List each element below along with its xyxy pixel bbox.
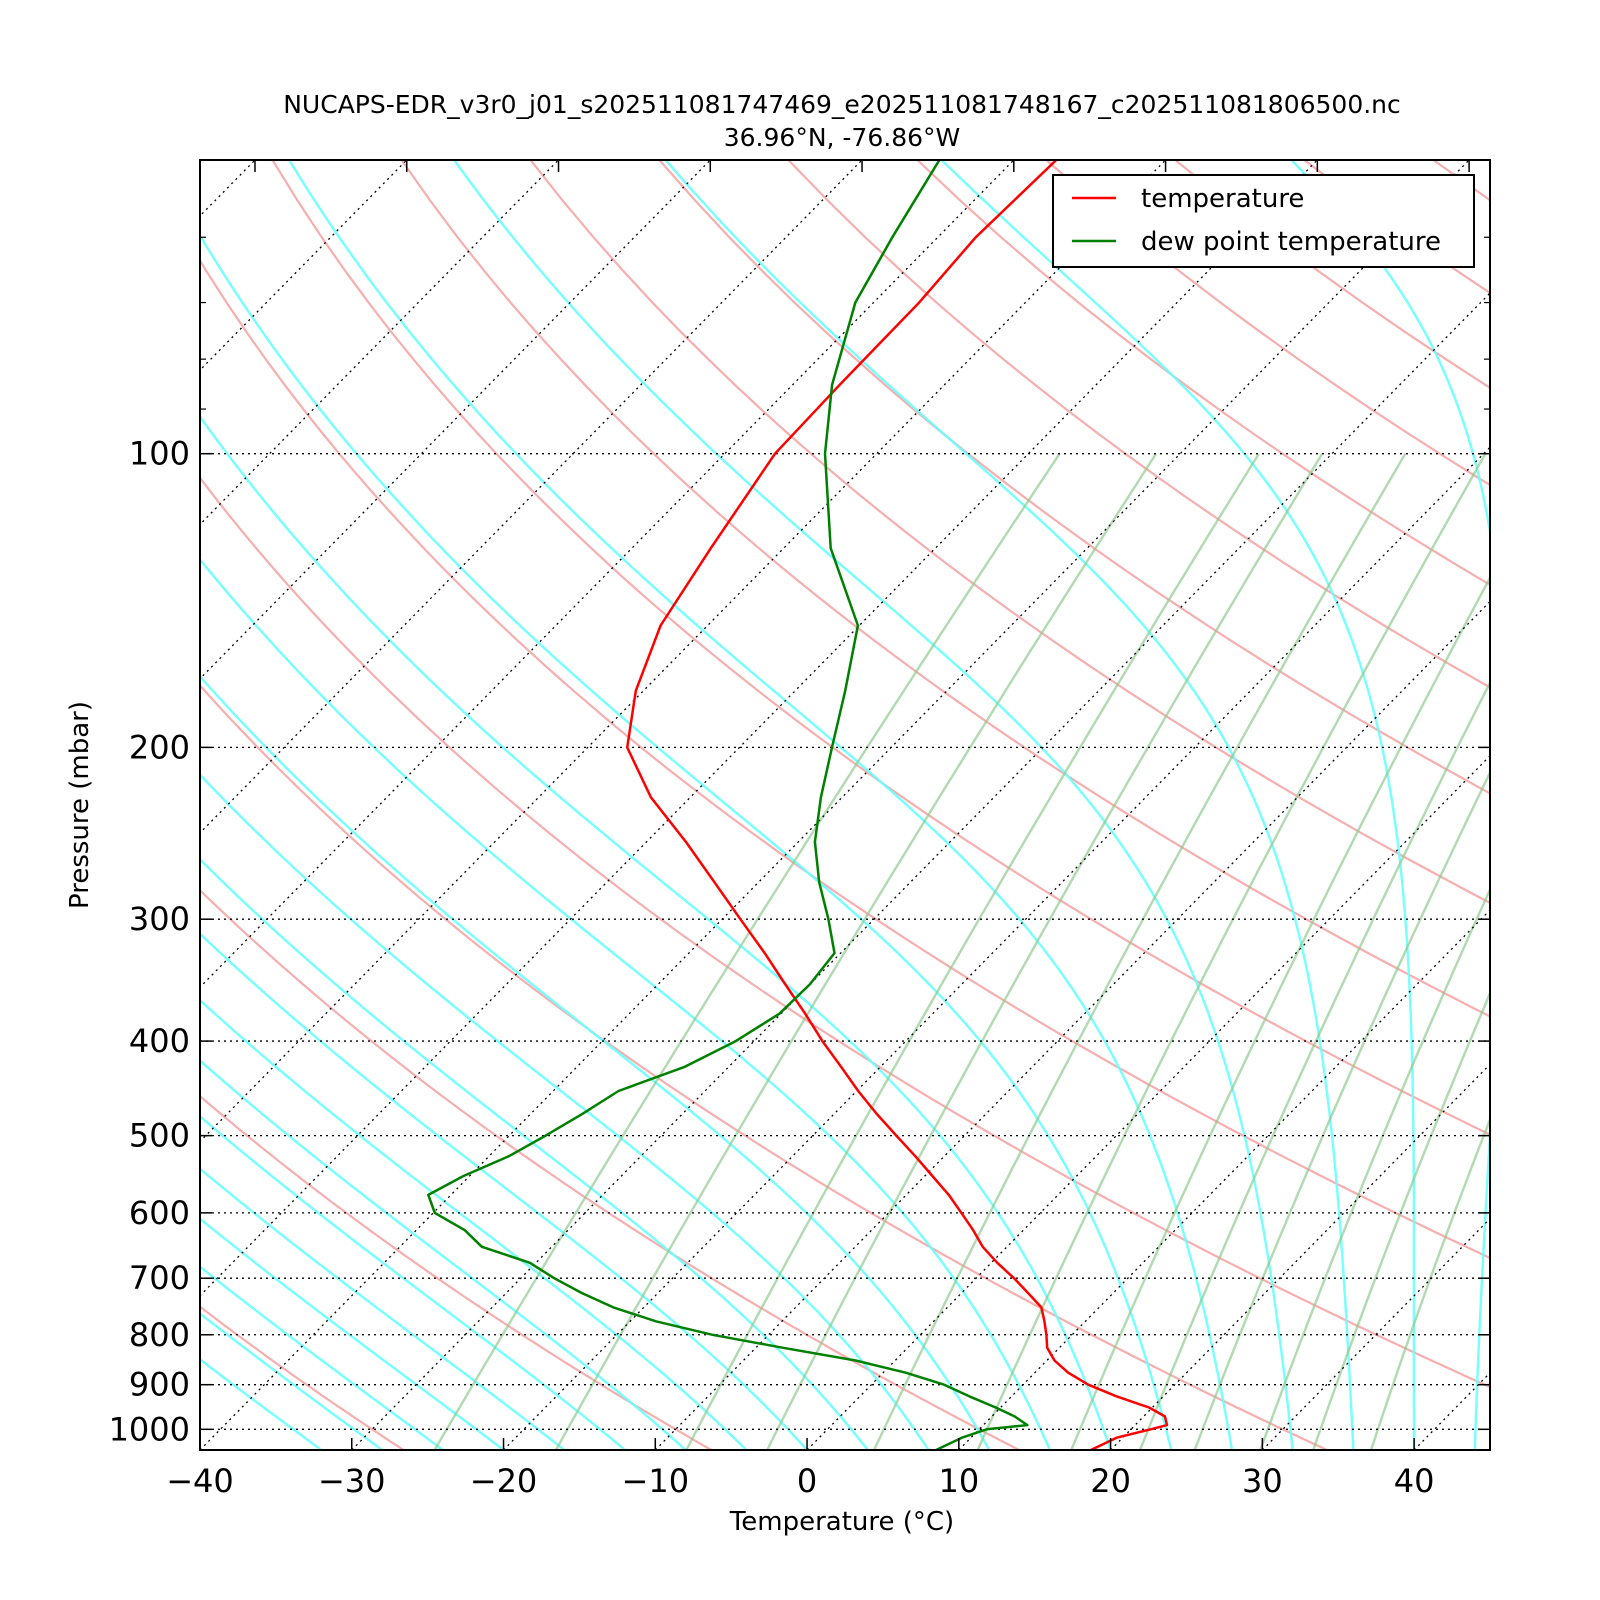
mixing-ratio-line	[554, 453, 1158, 1450]
isotherm-line	[200, 160, 256, 217]
isotherm-line	[958, 909, 1490, 1450]
isotherm-line	[503, 446, 1490, 1450]
moist-adiabat	[940, 160, 1416, 1450]
isotherm-line	[1110, 1063, 1490, 1450]
moist-adiabat	[200, 1058, 687, 1450]
legend-box	[1052, 174, 1475, 268]
isotherm-line	[1261, 1217, 1490, 1450]
x-tick-label: −10	[622, 1462, 690, 1500]
dry-adiabat	[200, 888, 1020, 1450]
x-tick-label: −30	[318, 1462, 386, 1500]
isotherm-line	[200, 160, 1470, 1450]
legend-label-dewpoint: dew point temperature	[1141, 227, 1441, 257]
dry-adiabat	[200, 683, 1328, 1450]
y-tick-label: 100	[129, 435, 190, 473]
dry-adiabat	[916, 160, 1490, 587]
moist-adiabat	[200, 1167, 565, 1450]
y-tick-label: 200	[129, 728, 190, 766]
moist-adiabat	[200, 674, 991, 1450]
isotherm-line	[806, 754, 1490, 1450]
moist-adiabat	[1536, 160, 1600, 1450]
legend: temperature dew point temperature	[1052, 174, 1475, 268]
moist-adiabat	[200, 1311, 383, 1450]
x-tick-label: 20	[1090, 1462, 1131, 1500]
y-axis-label: Pressure (mbar)	[65, 701, 95, 909]
mixing-ratio-line	[873, 453, 1407, 1450]
dry-adiabat	[787, 160, 1490, 689]
moist-adiabat	[200, 1265, 444, 1450]
dry-adiabat	[271, 160, 1490, 1136]
isotherm-line	[200, 160, 1318, 1297]
dry-adiabat	[1045, 160, 1490, 487]
moist-adiabat	[200, 932, 808, 1450]
isotherm-line	[200, 160, 863, 834]
x-axis-label: Temperature (°C)	[729, 1507, 954, 1537]
dry-adiabat	[529, 160, 1490, 905]
chart-title: NUCAPS-EDR_v3r0_j01_s202511081747469_e20…	[283, 90, 1401, 119]
isotherm-line	[654, 600, 1490, 1450]
dewpoint-line	[427, 160, 1029, 1450]
moist-adiabat	[453, 160, 1294, 1450]
moist-adiabat	[1596, 160, 1600, 1450]
dry-adiabat	[400, 160, 1490, 1018]
moist-adiabat	[200, 414, 1112, 1450]
y-tick-label: 1000	[109, 1410, 190, 1448]
moist-adiabat	[200, 998, 748, 1450]
y-tick-label: 800	[129, 1316, 190, 1354]
isotherm-line	[200, 160, 408, 372]
moist-adiabat	[1290, 160, 1490, 1450]
isotherm-line	[351, 292, 1490, 1450]
mixing-ratio-line	[1369, 1116, 1490, 1450]
mixing-ratio-line	[766, 453, 1324, 1450]
dry-adiabat	[200, 1094, 712, 1450]
dry-adiabat	[1174, 160, 1490, 390]
y-tick-label: 600	[129, 1194, 190, 1232]
temperature-line	[625, 160, 1169, 1450]
dry-adiabat	[200, 258, 1490, 1260]
isotherm-line	[200, 160, 1015, 989]
mixing-ratio-line	[1070, 575, 1490, 1450]
y-tick-label: 300	[129, 900, 190, 938]
isotherm-line	[200, 160, 711, 680]
dry-adiabat	[200, 476, 1490, 1389]
isotherm-line	[1413, 1371, 1490, 1450]
dry-adiabat	[658, 160, 1490, 795]
y-tick-label: 900	[129, 1366, 190, 1404]
x-tick-label: 0	[797, 1462, 817, 1500]
mixing-ratio-line	[1259, 886, 1490, 1450]
mixing-ratio-line	[976, 453, 1487, 1450]
y-tick-label: 700	[129, 1259, 190, 1297]
mixing-ratio-line	[1312, 990, 1490, 1450]
background-lines	[200, 160, 1600, 1450]
moist-adiabat	[200, 1357, 323, 1450]
mixing-ratio-line	[433, 453, 1061, 1450]
mixing-ratio-line	[1193, 769, 1490, 1450]
x-tick-label: 30	[1242, 1462, 1283, 1500]
plot-frame	[199, 159, 1491, 1451]
data-series	[427, 160, 1169, 1450]
legend-label-temperature: temperature	[1141, 184, 1304, 214]
isotherm-line	[1566, 160, 1600, 1450]
y-tick-label: 500	[129, 1117, 190, 1155]
dry-adiabat	[1432, 160, 1490, 202]
chart-subtitle: 36.96°N, -76.86°W	[724, 123, 960, 152]
mixing-ratio-line	[1138, 680, 1490, 1450]
y-tick-label: 400	[129, 1022, 190, 1060]
x-tick-label: 40	[1394, 1462, 1435, 1500]
dry-adiabat	[200, 1305, 405, 1450]
moist-adiabat	[200, 773, 930, 1450]
moist-adiabat	[200, 857, 869, 1450]
moist-adiabat	[200, 557, 1051, 1450]
isobar-gridlines	[200, 453, 1490, 1430]
moist-adiabat	[200, 1114, 626, 1450]
moist-adiabat	[288, 160, 1234, 1450]
x-tick-label: 10	[938, 1462, 979, 1500]
x-tick-label: −20	[470, 1462, 538, 1500]
moist-adiabat	[664, 160, 1355, 1450]
x-tick-label: −40	[166, 1462, 234, 1500]
moist-adiabat	[200, 1217, 505, 1450]
